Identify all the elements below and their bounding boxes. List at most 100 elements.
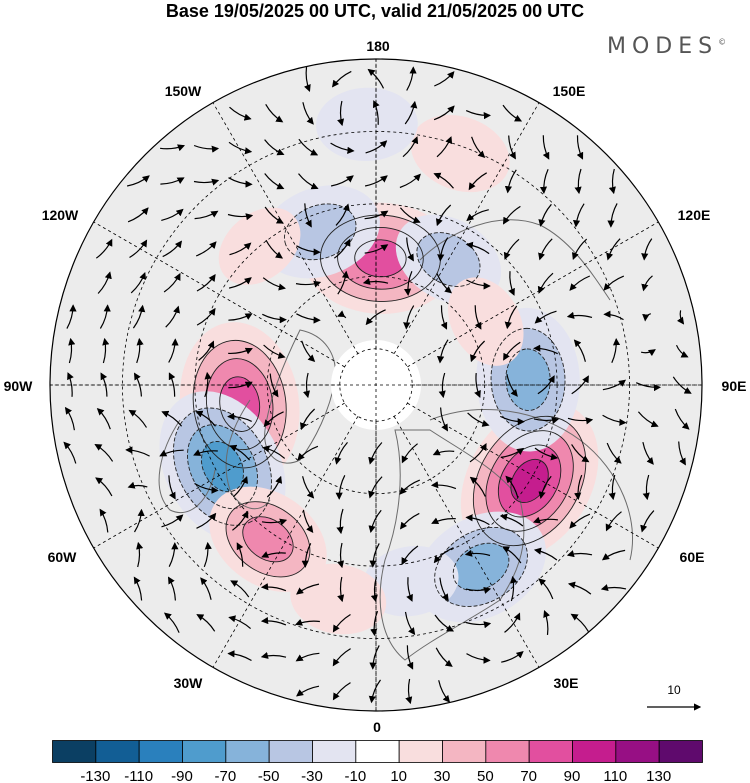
lon-label-120w: 120W (42, 207, 79, 223)
wind-arrow (200, 577, 212, 600)
wind-arrow (499, 513, 524, 527)
modes-logo-text: MODES (607, 34, 719, 59)
wind-arrow (370, 576, 378, 603)
colorbar-box (658, 740, 703, 763)
anomaly-field (159, 87, 599, 635)
wind-arrow (675, 344, 689, 358)
wind-arrow (337, 542, 345, 569)
wind-arrow (302, 509, 314, 534)
contour-line (485, 430, 574, 532)
wind-arrow (68, 337, 76, 364)
wind-arrow (607, 203, 618, 228)
colorbar-box (572, 740, 617, 763)
meridian-line (407, 221, 659, 368)
wind-arrow (571, 444, 590, 463)
wind-arrow (369, 543, 380, 568)
wind-arrow (538, 578, 554, 600)
colorbar-box (398, 740, 443, 763)
wind-arrow (204, 371, 212, 398)
wind-arrow (136, 541, 144, 568)
wind-arrow (228, 347, 253, 355)
wind-arrow (676, 310, 685, 325)
lon-label-60w: 60W (48, 549, 78, 565)
wind-arrow (641, 238, 653, 261)
wind-arrow (127, 207, 149, 223)
wind-arrow (227, 650, 252, 662)
wind-arrow (573, 339, 586, 362)
wind-arrow (438, 680, 451, 703)
wind-arrow (430, 481, 457, 490)
wind-arrow (203, 541, 212, 568)
wind-arrow (471, 136, 486, 159)
wind-arrow (296, 685, 320, 697)
wind-arrow (161, 410, 183, 427)
contour-line (354, 239, 407, 278)
lon-label-180: 180 (366, 38, 390, 54)
wind-arrow (572, 203, 585, 228)
wind-arrow (570, 613, 589, 632)
wind-arrow (438, 372, 446, 399)
wind-arrow (465, 586, 492, 594)
wind-arrow (261, 551, 286, 558)
wind-arrow (296, 313, 321, 324)
wind-arrow (95, 477, 113, 497)
wind-arrow (330, 175, 354, 187)
wind-arrow (642, 441, 654, 465)
wind-arrow (332, 648, 351, 667)
wind-arrow (330, 142, 355, 154)
lon-label-120e: 120E (678, 207, 711, 223)
wind-arrow (431, 517, 456, 525)
asia-north-coast (429, 409, 634, 561)
anomaly-level (242, 516, 294, 562)
colorbar-box (615, 740, 660, 763)
wind-arrow (642, 474, 650, 501)
wind-arrow (193, 144, 220, 153)
wind-arrow (465, 621, 492, 629)
wind-arrow (229, 106, 252, 121)
wind-arrow (298, 138, 319, 156)
wind-arrow (606, 442, 622, 464)
wind-arrow (193, 449, 218, 456)
colorbar-box (528, 740, 573, 763)
wind-arrow (196, 512, 217, 529)
colorbar-box (52, 740, 97, 763)
meridian-line (212, 416, 359, 668)
wind-arrow (336, 508, 344, 535)
wind-arrow (432, 448, 455, 456)
wind-arrow (303, 67, 311, 93)
lon-label-0: 0 (373, 719, 381, 735)
wind-arrow (196, 307, 216, 326)
lon-label-90e: 90E (722, 378, 747, 394)
colorbar-box (442, 740, 487, 763)
wind-arrow (569, 513, 591, 529)
wind-arrow (94, 443, 114, 462)
wind-arrow (406, 237, 414, 262)
wind-arrow (265, 239, 283, 259)
wind-arrow (263, 344, 286, 359)
wind-arrow (296, 583, 320, 595)
wind-arrow (193, 178, 220, 186)
wind-arrow (401, 443, 418, 464)
meridian-line (212, 102, 359, 354)
vector-scale-key: 10 (647, 683, 702, 711)
wind-arrow (401, 545, 419, 566)
wind-arrow (228, 313, 253, 321)
wind-arrow (368, 509, 382, 533)
wind-arrow (194, 482, 219, 494)
wind-arrow (295, 280, 322, 288)
wind-arrow (503, 341, 521, 361)
wind-arrow (404, 100, 418, 125)
lon-label-60e: 60E (680, 549, 705, 565)
wind-arrow (298, 173, 319, 190)
wind-arrow (574, 168, 582, 195)
hudson-bay-coast (158, 419, 216, 514)
wind-arrow (362, 277, 389, 285)
lon-label-150e: 150E (553, 83, 586, 99)
vector-scale-label: 10 (667, 683, 681, 697)
contour-line (490, 327, 566, 432)
wind-arrow (533, 547, 558, 561)
wind-arrow (168, 372, 176, 397)
wind-arrow (227, 213, 254, 221)
wind-arrow (436, 136, 453, 158)
wind-arrow (337, 576, 345, 603)
